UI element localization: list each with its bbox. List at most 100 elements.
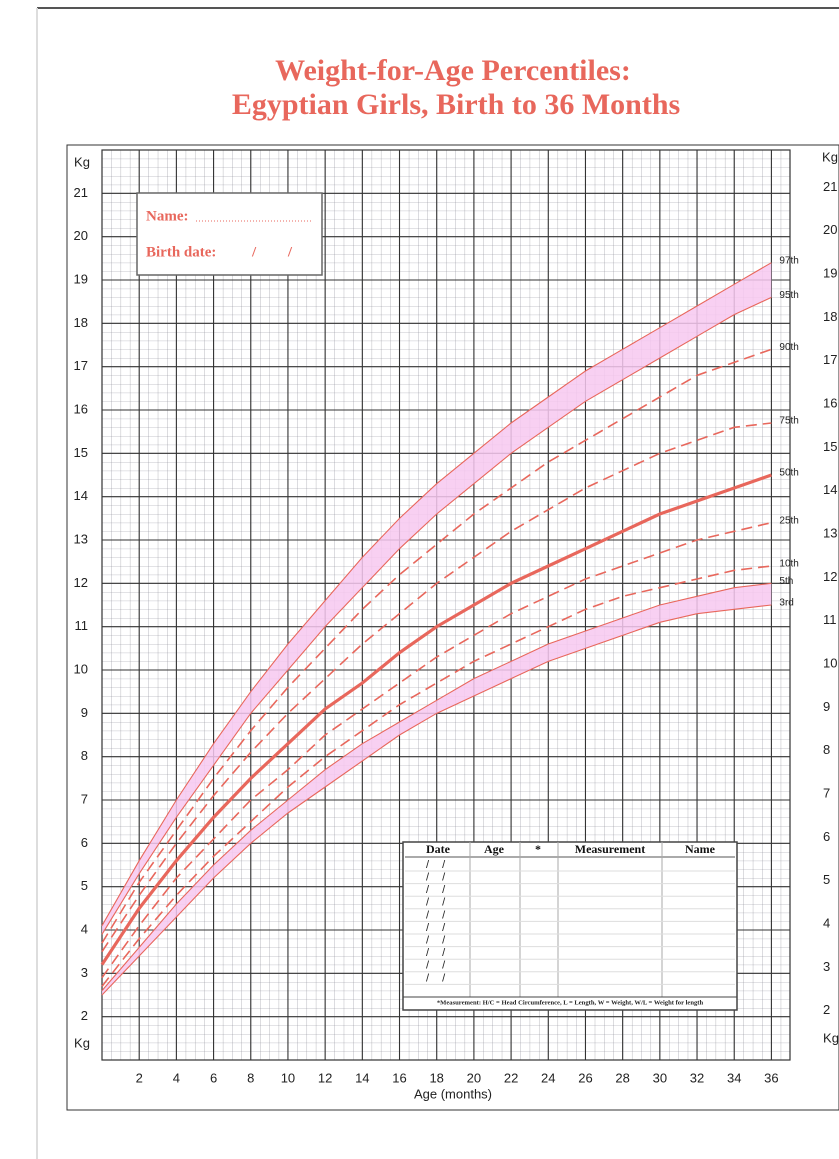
chart-title: Weight-for-Age Percentiles: bbox=[275, 54, 631, 87]
percentile-band bbox=[102, 262, 772, 935]
table-header: Age bbox=[484, 842, 505, 856]
name-box bbox=[136, 192, 323, 276]
plot bbox=[100, 262, 772, 996]
y-axis-label: Kg bbox=[74, 154, 90, 169]
table-footnote: *Measurement: H/C = Head Circumference, … bbox=[437, 1000, 704, 1007]
y-tick-label: 15 bbox=[74, 445, 88, 460]
percentile-line bbox=[101, 582, 772, 992]
birth-label: Birth date: bbox=[146, 244, 216, 260]
y-tick-label: 10 bbox=[74, 661, 88, 676]
y-tick-label: 18 bbox=[74, 315, 88, 330]
y2-tick-label: 5 bbox=[823, 872, 830, 887]
percentile-line bbox=[101, 565, 772, 987]
percentile-line bbox=[101, 422, 772, 953]
legend-label: 10th bbox=[779, 559, 798, 570]
table-header: Measurement bbox=[575, 842, 645, 856]
y2-tick-label: 21 bbox=[823, 179, 837, 194]
x-tick-label: 2 bbox=[136, 1070, 143, 1085]
legend-label: 75th bbox=[779, 416, 798, 427]
y2-tick-label: 19 bbox=[823, 265, 837, 280]
x-axis-label: Age (months) bbox=[414, 1086, 492, 1101]
y2-tick-label: 10 bbox=[823, 655, 837, 670]
y-tick-label: 12 bbox=[74, 575, 88, 590]
row-date: / / bbox=[426, 859, 446, 871]
y-tick-label: 17 bbox=[74, 358, 88, 373]
y2-tick-label: 12 bbox=[823, 569, 837, 584]
y-tick-label: 4 bbox=[81, 921, 88, 936]
x-tick-label: 14 bbox=[355, 1070, 369, 1085]
y-tick-label: 16 bbox=[74, 401, 88, 416]
table-header: * bbox=[535, 842, 541, 856]
y-tick-label: 3 bbox=[81, 965, 88, 980]
chart-title: Egyptian Girls, Birth to 36 Months bbox=[232, 88, 680, 121]
x-tick-label: 6 bbox=[210, 1070, 217, 1085]
y-tick-label: 20 bbox=[74, 228, 88, 243]
legend-label: 5th bbox=[779, 576, 793, 587]
record-table bbox=[402, 841, 738, 1011]
y-tick-label: 14 bbox=[74, 488, 88, 503]
legend-label: 25th bbox=[779, 515, 798, 526]
percentile-line bbox=[101, 521, 772, 979]
percentile-line bbox=[101, 604, 772, 996]
y2-tick-label: 4 bbox=[823, 915, 830, 930]
percentile-line bbox=[100, 473, 772, 966]
row-date: / / bbox=[426, 909, 446, 921]
row-date: / / bbox=[426, 897, 446, 909]
y-tick-label: 21 bbox=[74, 185, 88, 200]
legend-label: 50th bbox=[779, 468, 798, 479]
table-header: Date bbox=[426, 842, 451, 856]
x-tick-label: 22 bbox=[504, 1070, 518, 1085]
y2-tick-label: 13 bbox=[823, 525, 837, 540]
y-tick-label: 19 bbox=[74, 271, 88, 286]
frame bbox=[66, 144, 839, 1111]
y-tick-label: 13 bbox=[74, 531, 88, 546]
y2-tick-label: 8 bbox=[823, 742, 830, 757]
row-date: / / bbox=[426, 935, 446, 947]
y2-tick-label: 20 bbox=[823, 222, 837, 237]
legend-label: 90th bbox=[779, 342, 798, 353]
y-tick-label: 9 bbox=[81, 705, 88, 720]
x-tick-label: 36 bbox=[764, 1070, 778, 1085]
y2-tick-label: 9 bbox=[823, 699, 830, 714]
x-tick-label: 12 bbox=[318, 1070, 332, 1085]
x-tick-label: 20 bbox=[467, 1070, 481, 1085]
row-date: / / bbox=[426, 960, 446, 972]
legend-label: 95th bbox=[779, 290, 798, 301]
y-axis-label: Kg bbox=[74, 1035, 90, 1050]
x-tick-label: 28 bbox=[615, 1070, 629, 1085]
y-tick-label: 2 bbox=[81, 1008, 88, 1023]
y2-tick-label: 17 bbox=[823, 352, 837, 367]
table-header: Name bbox=[685, 842, 716, 856]
x-tick-label: 4 bbox=[173, 1070, 180, 1085]
y-tick-label: 5 bbox=[81, 878, 88, 893]
y2-tick-label: 15 bbox=[823, 439, 837, 454]
percentile-line bbox=[101, 296, 772, 935]
x-tick-label: 34 bbox=[727, 1070, 741, 1085]
y2-tick-label: 18 bbox=[823, 309, 837, 324]
y2-axis-label: Kg bbox=[822, 149, 838, 164]
plot-border bbox=[101, 149, 791, 1061]
y2-tick-label: 2 bbox=[823, 1002, 830, 1017]
y2-tick-label: 16 bbox=[823, 395, 837, 410]
x-tick-label: 10 bbox=[281, 1070, 295, 1085]
name-label: Name: bbox=[146, 208, 188, 224]
y2-tick-label: 3 bbox=[823, 959, 830, 974]
row-date: / / bbox=[426, 872, 446, 884]
x-tick-label: 26 bbox=[578, 1070, 592, 1085]
y-tick-label: 11 bbox=[75, 618, 89, 633]
row-date: / / bbox=[426, 972, 446, 984]
y-tick-label: 8 bbox=[81, 748, 88, 763]
y2-axis-label: Kg bbox=[823, 1030, 839, 1045]
y-tick-label: 7 bbox=[81, 791, 88, 806]
y2-tick-label: 14 bbox=[823, 482, 837, 497]
row-date: / / bbox=[426, 884, 446, 896]
row-date: / / bbox=[426, 947, 446, 959]
x-tick-label: 24 bbox=[541, 1070, 555, 1085]
x-tick-label: 8 bbox=[247, 1070, 254, 1085]
y2-tick-label: 7 bbox=[823, 785, 830, 800]
x-tick-label: 30 bbox=[653, 1070, 667, 1085]
row-date: / / bbox=[426, 922, 446, 934]
legend-label: 97th bbox=[779, 255, 798, 266]
percentile-line bbox=[101, 348, 772, 944]
